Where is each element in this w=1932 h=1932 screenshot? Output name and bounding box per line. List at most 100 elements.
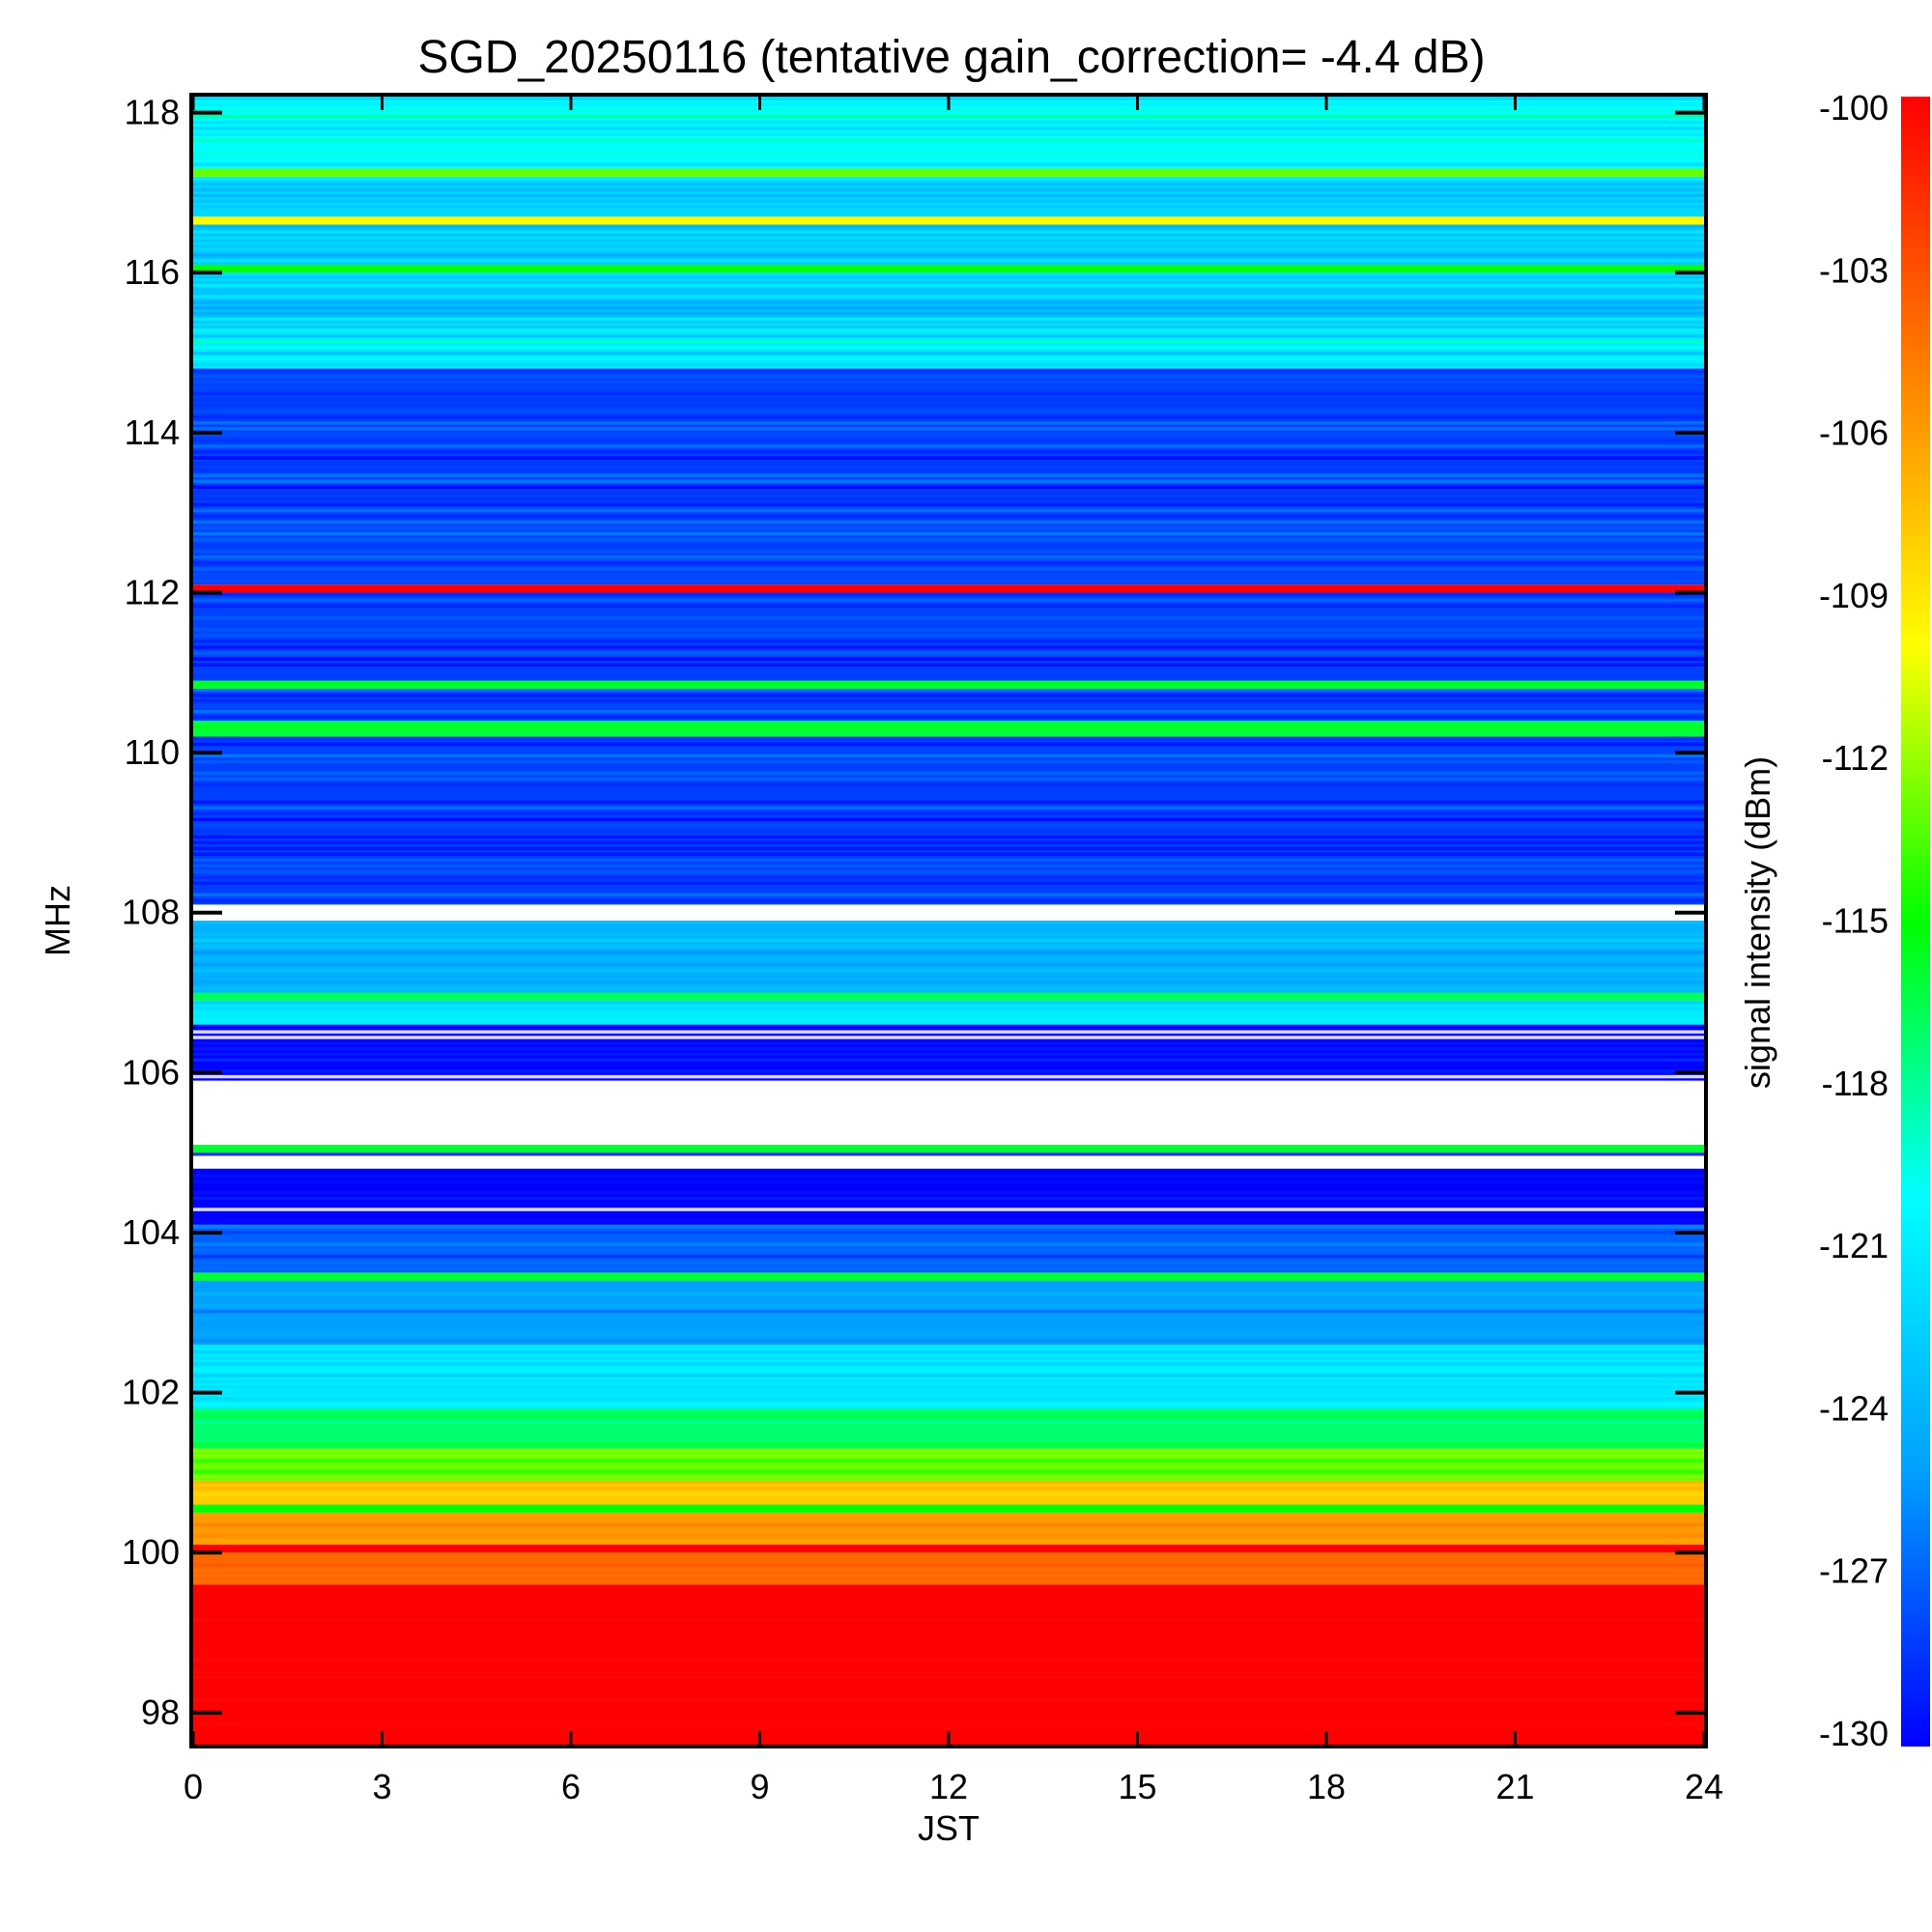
band-texture: [193, 420, 1704, 425]
band-texture: [193, 1103, 1704, 1108]
band-texture: [193, 199, 1704, 204]
band-texture: [193, 1315, 1704, 1320]
band-texture: [193, 875, 1704, 880]
band-texture: [193, 742, 1704, 747]
x-tick-label: 12: [929, 1767, 968, 1806]
band-texture: [193, 1596, 1704, 1600]
band-texture: [193, 456, 1704, 460]
band-texture: [193, 1475, 1704, 1479]
y-tick-label: 102: [122, 1373, 180, 1412]
chart-title: SGD_20250116 (tentative gain_correction=…: [417, 32, 1485, 83]
band-texture: [193, 811, 1704, 816]
band-texture: [193, 1403, 1704, 1406]
band-texture: [193, 1459, 1704, 1463]
frequency-band: [193, 1168, 1704, 1225]
band-texture: [193, 1469, 1704, 1473]
band-texture: [193, 1486, 1704, 1491]
band-texture: [193, 156, 1704, 160]
band-texture: [193, 835, 1704, 839]
band-texture: [193, 1224, 1704, 1229]
band-texture: [193, 1602, 1704, 1605]
band-texture: [193, 1431, 1704, 1435]
band-texture: [193, 1498, 1704, 1503]
band-texture: [193, 1727, 1704, 1731]
band-texture: [193, 1630, 1704, 1634]
band-texture: [193, 264, 1704, 270]
frequency-band: [193, 1544, 1704, 1553]
band-texture: [193, 980, 1704, 984]
band-texture: [193, 800, 1704, 805]
band-texture: [193, 1272, 1704, 1278]
band-texture: [193, 986, 1704, 991]
band-texture: [193, 1163, 1704, 1167]
band-texture: [193, 1179, 1704, 1183]
frequency-band: [193, 1080, 1704, 1145]
frequency-band: [193, 264, 1704, 273]
band-texture: [193, 120, 1704, 125]
band-texture: [193, 1080, 1704, 1085]
band-texture: [193, 1698, 1704, 1703]
band-texture: [193, 840, 1704, 845]
band-texture: [193, 1522, 1704, 1527]
band-texture: [193, 444, 1704, 448]
band-texture: [193, 176, 1704, 181]
band-texture: [193, 1132, 1704, 1137]
y-tick-label: 98: [141, 1692, 180, 1732]
band-texture: [193, 1670, 1704, 1674]
y-tick-label: 100: [122, 1532, 180, 1572]
band-texture: [193, 132, 1704, 136]
x-tick-label: 3: [372, 1767, 391, 1806]
plot-frame: [189, 93, 1708, 1748]
band-texture: [193, 1052, 1704, 1057]
band-texture: [193, 1368, 1704, 1372]
band-texture: [193, 1000, 1704, 1005]
band-texture: [193, 1374, 1704, 1378]
band-texture: [193, 1242, 1704, 1247]
band-texture: [193, 1292, 1704, 1296]
band-texture: [193, 1069, 1704, 1073]
band-texture: [193, 592, 1704, 597]
band-texture: [193, 1533, 1704, 1538]
y-tick-label: 108: [122, 893, 180, 932]
frequency-band: [193, 1504, 1704, 1513]
frequency-band: [193, 904, 1704, 921]
band-texture: [193, 247, 1704, 251]
band-texture: [193, 1121, 1704, 1125]
band-texture: [193, 1641, 1704, 1646]
band-texture: [193, 604, 1704, 609]
band-texture: [193, 573, 1704, 577]
y-tick-label: 110: [125, 732, 180, 772]
band-texture: [193, 1086, 1704, 1091]
band-texture: [193, 1442, 1704, 1447]
band-texture: [193, 514, 1704, 519]
band-texture: [193, 944, 1704, 949]
band-texture: [193, 1344, 1704, 1349]
band-texture: [193, 317, 1704, 322]
band-texture: [193, 300, 1704, 304]
band-texture: [193, 485, 1704, 490]
frequency-band: [193, 328, 1704, 369]
band-texture: [193, 362, 1704, 367]
band-texture: [193, 162, 1704, 167]
colorbar-tick-label: -103: [1819, 250, 1889, 290]
band-texture: [193, 253, 1704, 257]
band-texture: [193, 1704, 1704, 1709]
band-texture: [193, 1190, 1704, 1195]
band-texture: [193, 1024, 1704, 1029]
band-texture: [193, 674, 1704, 679]
band-texture: [193, 909, 1704, 914]
band-texture: [193, 1030, 1704, 1034]
band-texture: [193, 374, 1704, 379]
band-texture: [193, 1236, 1704, 1240]
colorbar-ticks: -100 -103 -106 -109 -112 -115 -118 -121 -124 -127…: [1819, 88, 1889, 1753]
band-texture: [193, 794, 1704, 799]
band-texture: [193, 168, 1704, 174]
x-tick-label: 18: [1307, 1767, 1346, 1806]
band-texture: [193, 829, 1704, 834]
band-texture: [193, 898, 1704, 903]
band-texture: [193, 651, 1704, 655]
band-texture: [193, 823, 1704, 828]
band-texture: [193, 1391, 1704, 1395]
band-texture: [193, 1681, 1704, 1686]
band-texture: [193, 1504, 1704, 1510]
